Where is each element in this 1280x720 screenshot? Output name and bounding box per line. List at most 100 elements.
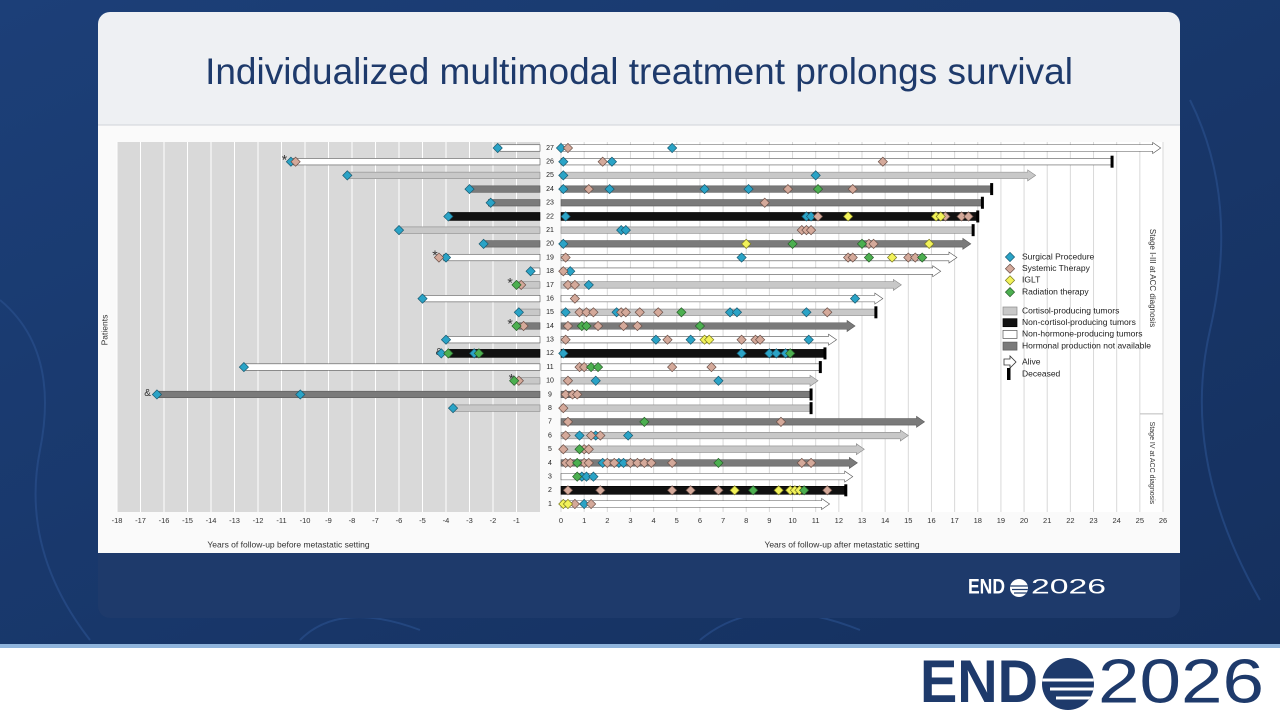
event-marker: [558, 403, 569, 414]
legend-deceased: [1007, 368, 1011, 380]
event-marker: [562, 498, 574, 510]
x-tick-label: 17: [950, 516, 958, 525]
logo-right: 2026: [1098, 647, 1264, 716]
patient-label: 8: [548, 405, 552, 412]
deceased-marker: [818, 361, 822, 374]
x-tick-label: -11: [276, 516, 286, 525]
event-marker: [812, 211, 824, 222]
bar-before: [469, 185, 541, 193]
event-marker: [583, 444, 594, 455]
event-marker: [606, 156, 618, 167]
event-marker: [443, 211, 454, 222]
x-tick-label: 2: [605, 516, 609, 525]
patient-label: 21: [546, 227, 554, 234]
event-marker: [513, 307, 524, 318]
bars: [156, 141, 1162, 511]
bar-after: [560, 169, 1037, 182]
event-marker: [574, 444, 585, 455]
x-tick-label: 24: [1113, 516, 1121, 525]
event-marker: [440, 334, 452, 345]
event-marker: [748, 485, 759, 496]
patient-label: 15: [546, 309, 554, 316]
event-marker: [805, 225, 817, 236]
event-marker: [447, 403, 459, 414]
event-marker: [685, 334, 696, 345]
event-marker: [569, 279, 580, 291]
event-marker: [592, 320, 604, 332]
event-marker: [736, 252, 747, 263]
flag: *: [507, 275, 513, 291]
x-tick-label: 6: [698, 516, 702, 525]
bar-after: [560, 185, 992, 193]
x-tick-label: -18: [112, 516, 123, 525]
x-tick-label: 8: [744, 516, 748, 525]
patient-label: 9: [548, 391, 552, 398]
event-marker: [562, 375, 574, 386]
event-marker: [787, 238, 798, 249]
legend-label: Non-hormone-producing tumors: [1022, 329, 1142, 339]
deceased-marker: [874, 306, 878, 319]
event-marker: [238, 361, 249, 373]
event-marker: [464, 183, 475, 195]
patient-label: 16: [546, 295, 554, 302]
event-marker: [581, 320, 592, 332]
flag: *: [432, 247, 438, 263]
logo-large: END 2026: [920, 647, 1264, 716]
event-marker: [511, 279, 522, 291]
event-marker: [868, 238, 879, 249]
deceased-marker: [809, 402, 813, 415]
event-marker: [579, 361, 590, 373]
event-marker: [485, 197, 496, 208]
event-marker: [565, 457, 576, 469]
bar-after: [560, 333, 838, 346]
event-marker: [579, 498, 590, 510]
event-marker: [736, 334, 747, 345]
x-tick-label: -3: [466, 516, 473, 525]
event-marker: [812, 183, 824, 195]
deceased-marker: [823, 347, 827, 360]
x-tick-label: -16: [159, 516, 170, 525]
event-marker: [653, 307, 664, 318]
deceased-marker: [980, 196, 984, 209]
legend-label: Systemic Therapy: [1022, 263, 1091, 273]
event-marker: [910, 252, 921, 263]
event-marker: [509, 375, 520, 386]
event-marker: [560, 430, 571, 441]
event-marker: [847, 252, 858, 263]
event-marker: [590, 375, 601, 386]
bar-after: [560, 278, 902, 291]
bar-after: [560, 251, 958, 264]
bar-before: [487, 199, 541, 207]
event-marker: [810, 170, 821, 181]
event-marker: [592, 361, 604, 373]
event-marker: [586, 498, 597, 510]
bar-before: [156, 390, 541, 399]
x-tick-label: 20: [1020, 516, 1028, 525]
event-marker: [609, 457, 620, 469]
event-marker: [796, 457, 807, 469]
event-marker: [667, 457, 678, 469]
event-marker: [917, 252, 928, 263]
event-marker: [903, 252, 914, 263]
x-tick-label: -10: [300, 516, 311, 525]
x-tick-label: 15: [904, 516, 912, 525]
event-marker: [443, 348, 454, 359]
event-marker: [569, 498, 580, 510]
event-marker: [805, 211, 817, 222]
event-marker: [478, 238, 489, 249]
event-marker: [572, 471, 583, 482]
x-tick-label: 21: [1043, 516, 1051, 525]
event-marker: [525, 266, 536, 277]
event-marker: [634, 307, 645, 318]
patient-label: 7: [548, 419, 552, 426]
event-marker: [667, 142, 678, 154]
patient-label: 20: [546, 241, 554, 248]
deceased-marker: [1110, 155, 1114, 168]
patient-label: 23: [546, 200, 554, 207]
patient-label: 22: [546, 213, 554, 220]
event-marker: [562, 485, 574, 496]
event-marker: [856, 238, 868, 249]
x-tick-label: -13: [229, 516, 240, 525]
x-tick-label: 25: [1136, 516, 1144, 525]
